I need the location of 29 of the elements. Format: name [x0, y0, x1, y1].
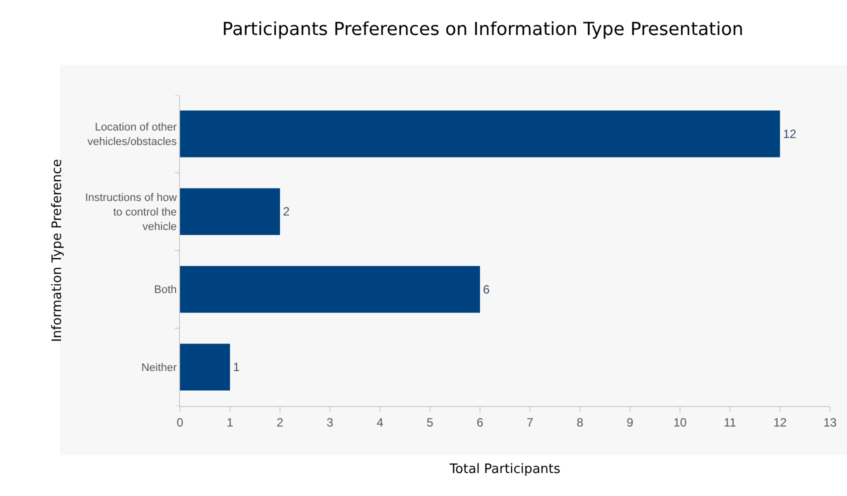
x-tick-label: 1 [226, 415, 234, 430]
x-tick-label: 3 [326, 415, 334, 430]
y-tick-label: Neither [141, 362, 178, 374]
data-label: 12 [783, 126, 797, 141]
x-tick-label: 11 [724, 415, 737, 430]
data-label: 6 [483, 282, 490, 296]
x-tick-label: 13 [823, 415, 837, 430]
x-tick-label: 7 [526, 415, 534, 430]
bar [180, 266, 480, 313]
x-tick-label: 0 [176, 415, 184, 430]
y-tick-label: Instructions of how to control the vehicle [85, 192, 177, 233]
bar [180, 344, 230, 390]
y-tick-label: Both [154, 284, 177, 296]
bar [180, 110, 780, 158]
data-label: 1 [233, 360, 240, 374]
x-tick-label: 5 [426, 415, 434, 430]
bar [180, 188, 280, 235]
y-axis-title: Information Type Preference [50, 158, 66, 342]
x-tick-label: 2 [276, 415, 284, 430]
chart-title: Participants Preferences on Information Type Presentation [222, 18, 744, 40]
x-tick-label: 12 [773, 415, 787, 430]
x-tick-label: 6 [476, 415, 484, 430]
y-tick-label: Location of other vehicles/obstacles [88, 122, 178, 148]
x-tick-label: 4 [376, 415, 384, 430]
x-axis-title: Total Participants [448, 462, 561, 477]
x-tick-label: 10 [673, 415, 687, 430]
x-tick-label: 8 [576, 415, 584, 430]
x-tick-label: 9 [626, 415, 634, 430]
data-label: 2 [283, 204, 290, 219]
